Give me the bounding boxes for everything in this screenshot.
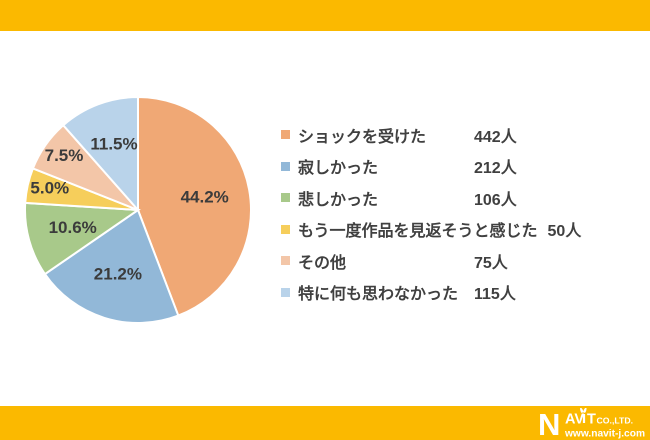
svg-text:5.0%: 5.0% — [30, 178, 69, 197]
svg-text:44.2%: 44.2% — [181, 188, 229, 207]
svg-text:7.5%: 7.5% — [45, 146, 84, 165]
svg-text:CO.,LTD.: CO.,LTD. — [597, 416, 634, 426]
svg-text:10.6%: 10.6% — [49, 218, 97, 237]
svg-text:T: T — [587, 412, 596, 428]
svg-text:AV: AV — [565, 412, 584, 428]
svg-text:www.navit-j.com: www.navit-j.com — [564, 429, 645, 440]
svg-text:11.5%: 11.5% — [90, 135, 137, 154]
svg-text:21.2%: 21.2% — [94, 265, 142, 284]
svg-text:N: N — [538, 408, 560, 440]
